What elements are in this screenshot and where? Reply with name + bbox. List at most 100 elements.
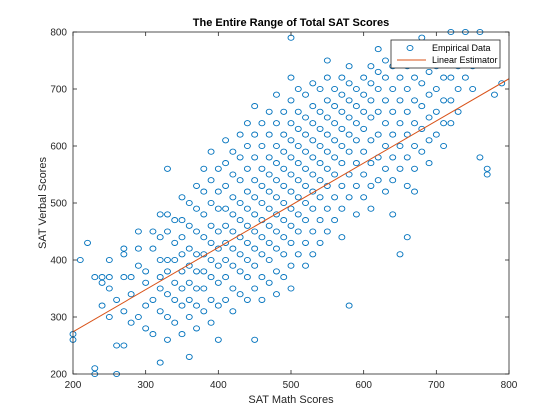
data-point: [265, 256, 273, 264]
data-point: [178, 331, 186, 338]
data-point: [243, 296, 251, 303]
data-point: [171, 217, 179, 224]
data-point: [403, 108, 411, 115]
data-point: [258, 165, 266, 172]
data-point: [214, 205, 222, 212]
data-point: [411, 165, 418, 172]
data-point: [178, 194, 186, 201]
data-point: [352, 160, 360, 167]
y-tick-label: 700: [50, 85, 67, 96]
data-point: [185, 245, 193, 252]
data-point: [440, 120, 448, 127]
data-point: [403, 131, 411, 138]
data-point: [352, 85, 360, 93]
data-point: [164, 268, 171, 275]
data-point: [287, 137, 295, 144]
data-point: [149, 245, 157, 252]
data-point: [396, 97, 404, 104]
data-point: [382, 142, 389, 150]
data-point: [229, 308, 237, 315]
data-point: [120, 245, 128, 252]
data-point: [236, 199, 244, 207]
data-point: [171, 279, 179, 286]
data-point: [294, 160, 302, 167]
data-point: [454, 85, 462, 93]
x-tick-label: 300: [137, 380, 154, 391]
data-point: [193, 285, 200, 292]
data-point: [243, 120, 251, 127]
data-point: [294, 177, 302, 184]
data-point: [251, 336, 259, 343]
data-point: [229, 228, 237, 235]
data-point: [243, 222, 251, 229]
data-point: [105, 313, 113, 321]
data-point: [331, 171, 339, 178]
data-point: [156, 285, 164, 292]
data-point: [360, 171, 368, 178]
data-point: [491, 91, 498, 98]
data-point: [171, 256, 179, 264]
data-point: [316, 177, 324, 184]
data-point: [134, 262, 142, 269]
data-point: [222, 222, 230, 229]
data-point: [447, 74, 455, 81]
data-point: [425, 68, 433, 75]
data-point: [127, 291, 135, 298]
data-point: [287, 222, 295, 229]
data-point: [207, 256, 215, 264]
data-point: [367, 114, 375, 121]
data-point: [323, 165, 331, 172]
data-point: [273, 142, 280, 150]
data-point: [236, 268, 244, 275]
data-point: [294, 142, 302, 150]
data-point: [302, 91, 309, 98]
data-point: [309, 188, 317, 195]
data-point: [258, 182, 266, 189]
data-point: [360, 125, 368, 132]
data-point: [323, 74, 331, 81]
data-point: [207, 296, 215, 303]
data-point: [222, 296, 230, 303]
data-point: [280, 274, 288, 281]
data-point: [338, 108, 346, 115]
data-point: [382, 57, 389, 64]
data-point: [98, 302, 106, 309]
data-point: [411, 120, 418, 127]
data-point: [280, 182, 288, 189]
data-point: [171, 239, 179, 246]
data-point: [178, 251, 186, 258]
data-point: [309, 80, 317, 87]
data-point: [76, 256, 84, 264]
legend-entry-empirical: Empirical Data: [406, 43, 491, 53]
data-point: [200, 234, 208, 241]
data-point: [207, 222, 215, 229]
data-point: [302, 182, 309, 189]
data-point: [382, 74, 389, 81]
data-point: [280, 234, 288, 241]
data-point: [265, 108, 273, 115]
data-point: [164, 336, 171, 343]
x-tick-label: 500: [283, 380, 300, 391]
data-point: [374, 108, 382, 115]
data-point: [287, 205, 295, 212]
data-point: [156, 308, 164, 315]
data-point: [447, 97, 455, 104]
data-point: [251, 228, 259, 235]
data-point: [214, 336, 222, 343]
data-point: [207, 148, 215, 155]
data-point: [91, 274, 99, 281]
data-point: [214, 245, 222, 252]
data-point: [164, 228, 171, 235]
data-point: [294, 125, 302, 132]
data-point: [367, 160, 375, 167]
data-point: [331, 194, 339, 201]
data-point: [432, 131, 440, 138]
data-point: [360, 108, 368, 115]
data-point: [338, 91, 346, 98]
data-point: [134, 313, 142, 321]
data-point: [156, 274, 164, 281]
data-point: [178, 302, 186, 309]
legend-box: [390, 39, 501, 69]
data-point: [309, 171, 317, 178]
data-point: [345, 114, 353, 121]
